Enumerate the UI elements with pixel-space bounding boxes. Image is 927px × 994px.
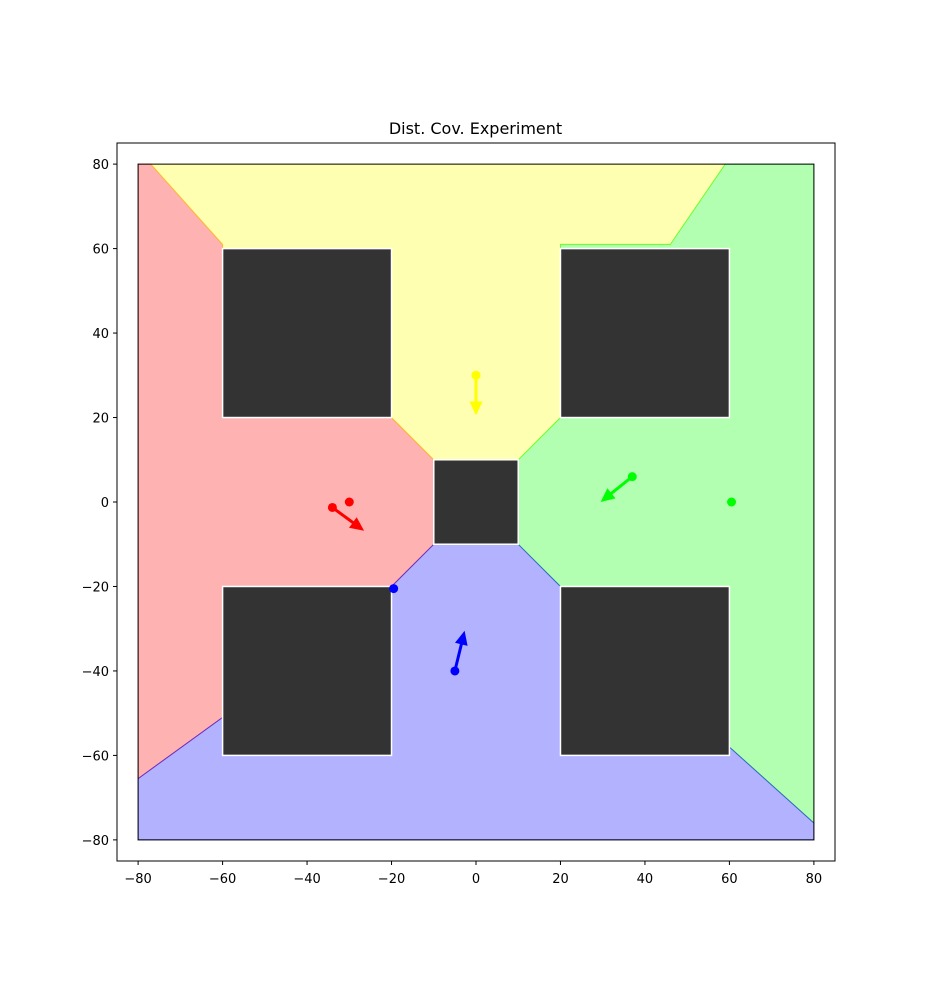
y-tick-label: −40	[82, 665, 109, 680]
y-tick-label: 0	[101, 496, 109, 511]
y-tick-label: 20	[92, 412, 109, 427]
agent-2-goal	[471, 370, 481, 380]
x-tick-label: 0	[472, 872, 480, 887]
agent-1-goal	[344, 497, 354, 507]
obstacle-3	[433, 459, 519, 545]
agent-4-velocity-arrow	[453, 630, 468, 672]
x-tick-label: −40	[293, 872, 320, 887]
y-tick-label: −60	[82, 749, 109, 764]
x-tick-label: 20	[552, 872, 569, 887]
obstacle-4	[221, 585, 393, 757]
workspace-boundary	[137, 163, 815, 841]
y-tick-label: −20	[82, 580, 109, 595]
x-tick-label: −60	[209, 872, 236, 887]
obstacle-5	[559, 585, 731, 757]
agent-3-position	[627, 472, 637, 482]
obstacle-1	[221, 247, 393, 419]
plot-area	[137, 163, 815, 841]
agent-4-position	[450, 666, 460, 676]
agent-3-velocity-arrow	[600, 475, 634, 502]
x-tick-label: 80	[806, 872, 823, 887]
x-tick-label: 60	[721, 872, 738, 887]
y-tick-label: 80	[92, 158, 109, 173]
obstacle-2	[559, 247, 731, 419]
agent-4-goal	[389, 584, 399, 594]
agent-3-goal	[727, 497, 737, 507]
y-tick-label: 60	[92, 243, 109, 258]
axis-ticks: −80 −60 −40 −20 0 20 40 60 80 −80 −60 −40 −20 0 20 40 60…	[82, 142, 836, 887]
x-tick-label: 40	[637, 872, 654, 887]
y-tick-label: 40	[92, 327, 109, 342]
x-tick-label: −80	[124, 872, 151, 887]
agent-1-velocity-arrow	[331, 506, 365, 531]
agent-2-velocity-arrow	[469, 375, 483, 416]
chart-title: Dist. Cov. Experiment	[389, 119, 562, 138]
x-tick-label: −20	[378, 872, 405, 887]
agent-1-position	[327, 502, 337, 512]
y-tick-label: −80	[82, 834, 109, 849]
